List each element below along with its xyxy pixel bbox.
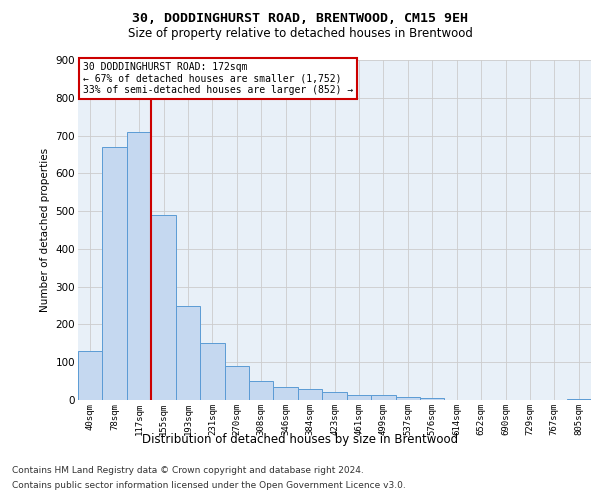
Bar xyxy=(103,147,127,400)
Text: Size of property relative to detached houses in Brentwood: Size of property relative to detached ho… xyxy=(128,28,472,40)
Bar xyxy=(566,399,591,400)
Bar xyxy=(200,344,224,400)
Bar xyxy=(176,306,200,400)
Bar xyxy=(347,396,371,400)
Bar xyxy=(78,351,103,400)
Bar xyxy=(298,388,322,400)
Text: Contains HM Land Registry data © Crown copyright and database right 2024.: Contains HM Land Registry data © Crown c… xyxy=(12,466,364,475)
Text: 30, DODDINGHURST ROAD, BRENTWOOD, CM15 9EH: 30, DODDINGHURST ROAD, BRENTWOOD, CM15 9… xyxy=(132,12,468,26)
Bar xyxy=(151,215,176,400)
Bar xyxy=(420,398,445,400)
Bar xyxy=(127,132,151,400)
Y-axis label: Number of detached properties: Number of detached properties xyxy=(40,148,50,312)
Bar xyxy=(249,381,274,400)
Text: 30 DODDINGHURST ROAD: 172sqm
← 67% of detached houses are smaller (1,752)
33% of: 30 DODDINGHURST ROAD: 172sqm ← 67% of de… xyxy=(83,62,353,95)
Bar xyxy=(371,396,395,400)
Bar xyxy=(322,392,347,400)
Bar xyxy=(274,387,298,400)
Bar xyxy=(395,397,420,400)
Text: Contains public sector information licensed under the Open Government Licence v3: Contains public sector information licen… xyxy=(12,481,406,490)
Bar xyxy=(224,366,249,400)
Text: Distribution of detached houses by size in Brentwood: Distribution of detached houses by size … xyxy=(142,432,458,446)
